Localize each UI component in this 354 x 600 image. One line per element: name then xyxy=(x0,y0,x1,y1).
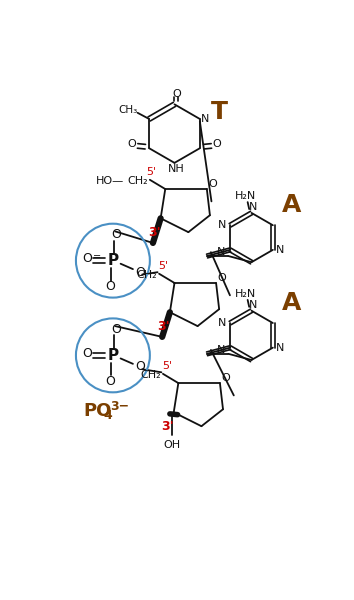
Text: N: N xyxy=(276,245,285,255)
Text: OH: OH xyxy=(164,440,181,449)
Text: 4: 4 xyxy=(104,409,113,422)
Text: O: O xyxy=(105,375,115,388)
Text: CH₃: CH₃ xyxy=(119,105,138,115)
Text: 5': 5' xyxy=(146,167,156,177)
Text: N: N xyxy=(249,202,257,212)
Text: CH₂: CH₂ xyxy=(136,270,157,280)
Text: O: O xyxy=(111,228,121,241)
Text: O: O xyxy=(218,274,227,283)
Text: 3−: 3− xyxy=(110,400,130,413)
Text: O: O xyxy=(209,179,217,190)
Text: N: N xyxy=(201,114,210,124)
Text: N: N xyxy=(218,318,227,328)
Text: 3': 3' xyxy=(148,226,161,239)
Text: 5': 5' xyxy=(159,261,169,271)
Text: 3': 3' xyxy=(158,320,170,332)
Text: N: N xyxy=(218,220,227,230)
Text: A: A xyxy=(282,291,301,315)
Text: T: T xyxy=(211,100,228,124)
Text: 3': 3' xyxy=(161,420,174,433)
Text: N: N xyxy=(217,247,225,257)
Text: PO: PO xyxy=(84,402,112,420)
Text: O: O xyxy=(172,89,181,98)
Text: O: O xyxy=(111,323,121,335)
Text: O: O xyxy=(222,373,230,383)
Text: CH₂: CH₂ xyxy=(140,370,161,380)
Text: CH₂: CH₂ xyxy=(127,176,148,187)
Text: O: O xyxy=(135,266,145,278)
Text: H₂N: H₂N xyxy=(235,289,256,299)
Text: NH: NH xyxy=(168,164,184,174)
Text: O: O xyxy=(128,139,137,149)
Text: O: O xyxy=(82,252,92,265)
Text: O: O xyxy=(135,361,145,373)
Text: 5': 5' xyxy=(162,361,173,371)
Text: P: P xyxy=(107,253,119,268)
Text: O: O xyxy=(105,280,115,293)
Text: N: N xyxy=(249,299,257,310)
Text: HO—: HO— xyxy=(96,176,124,187)
Text: P: P xyxy=(107,348,119,363)
Text: H₂N: H₂N xyxy=(235,191,256,201)
Text: O: O xyxy=(212,139,221,149)
Text: A: A xyxy=(282,193,301,217)
Text: =: = xyxy=(93,252,102,262)
Text: N: N xyxy=(276,343,285,353)
Text: O: O xyxy=(82,347,92,359)
Text: N: N xyxy=(217,345,225,355)
